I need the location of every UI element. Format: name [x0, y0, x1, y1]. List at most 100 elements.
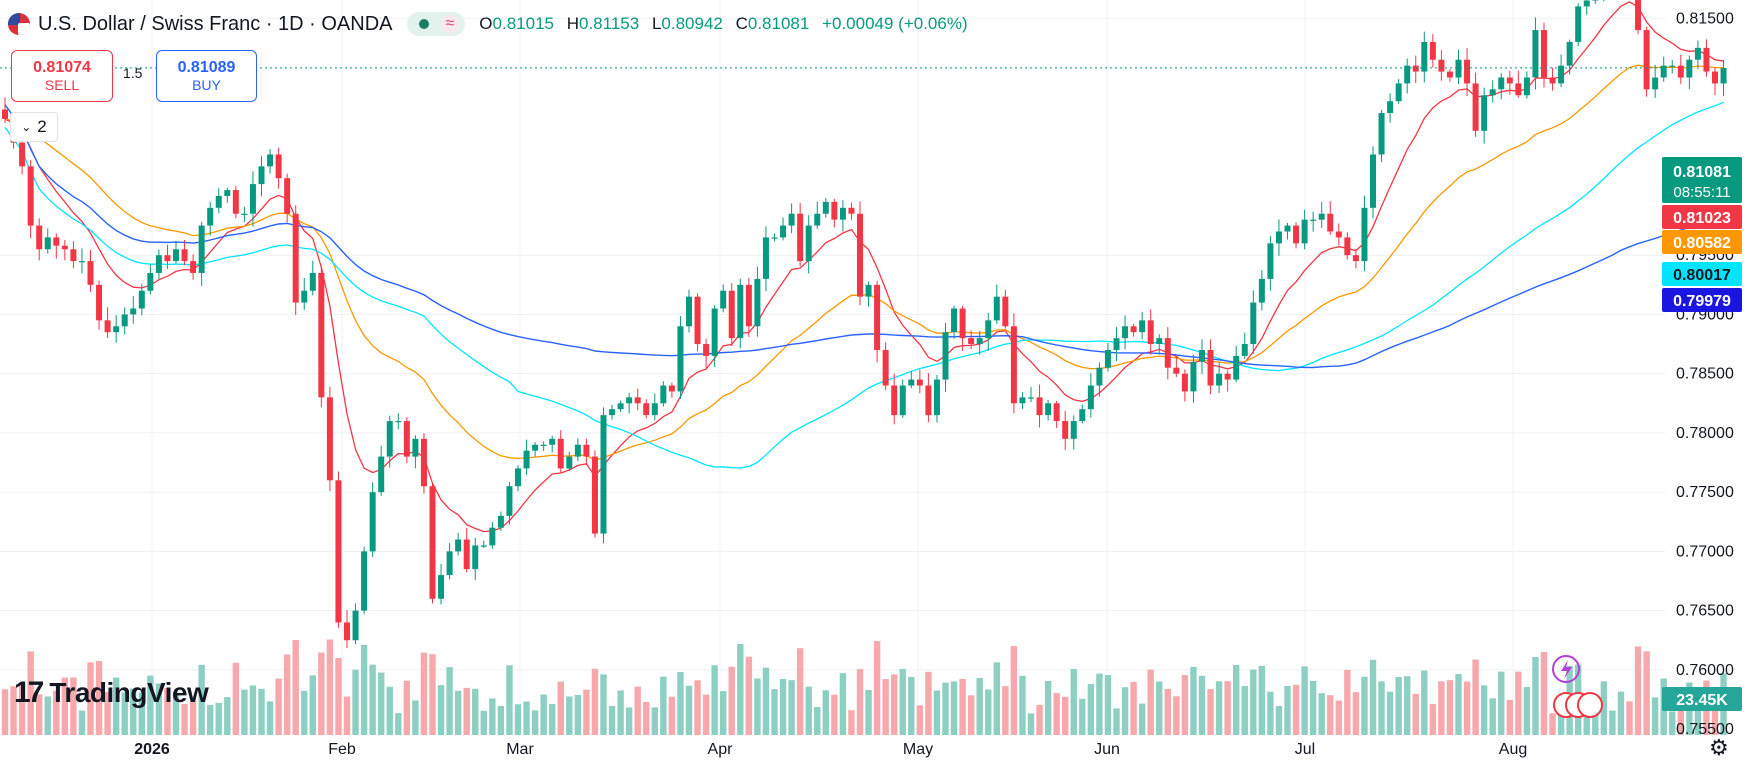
candle-body	[1532, 30, 1539, 78]
price-axis-label: 0.75500	[1676, 721, 1734, 738]
last-price-tag: 0.81081	[1673, 164, 1731, 181]
logo-text: TradingView	[49, 677, 209, 708]
candle-body	[1002, 296, 1009, 327]
volume-bar	[856, 669, 864, 735]
volume-bar	[266, 701, 274, 735]
candle-body	[438, 575, 445, 599]
candle-body	[326, 397, 333, 481]
candle-body	[1694, 47, 1701, 60]
candle-body	[523, 450, 530, 469]
buy-button[interactable]: 0.81089 BUY	[156, 50, 257, 102]
sell-label: SELL	[44, 77, 80, 93]
volume-bar	[625, 707, 633, 735]
candle-body	[1241, 344, 1248, 356]
candle-body	[1010, 326, 1017, 404]
candle-body	[908, 379, 915, 386]
volume-bar	[489, 698, 496, 735]
volume-bar	[172, 692, 180, 735]
candle-body	[241, 213, 248, 215]
candle-body	[1233, 355, 1240, 380]
volume-bar	[87, 662, 94, 735]
candle-body	[1583, 0, 1590, 7]
candle-body	[549, 438, 556, 445]
volume-bar	[1609, 710, 1616, 735]
candle-body	[1122, 326, 1129, 339]
candle-body	[70, 249, 77, 262]
volume-bar	[420, 652, 428, 735]
chevron-down-icon: ⌄	[21, 120, 32, 134]
volume-bar	[1711, 694, 1719, 735]
symbol-title[interactable]: U.S. Dollar / Swiss Franc · 1D · OANDA	[38, 12, 393, 35]
volume-bar	[301, 690, 308, 735]
candle-body	[600, 415, 607, 534]
candle-body	[788, 213, 795, 226]
volume-bar	[967, 695, 975, 735]
market-status[interactable]: ≈	[406, 12, 466, 36]
candle-body	[1387, 101, 1394, 114]
candle-body	[874, 284, 881, 350]
volume-bar	[788, 680, 795, 735]
sell-button[interactable]: 0.81074 SELL	[11, 50, 113, 102]
candle-body	[993, 296, 1000, 321]
candle-body	[173, 249, 179, 262]
candle-body	[737, 284, 744, 339]
candle-body	[232, 190, 239, 214]
candle-body	[1352, 255, 1359, 262]
volume-bar	[1147, 669, 1154, 735]
indicators-toggle[interactable]: ⌄ 2	[10, 112, 58, 142]
volume-bar	[822, 690, 829, 735]
volume-bar	[1062, 696, 1069, 735]
volume-bar	[181, 703, 188, 735]
volume-bar	[1327, 695, 1334, 735]
volume-bar	[1250, 669, 1257, 735]
candle-body	[857, 213, 863, 297]
volume-bar	[985, 689, 992, 735]
volume-bar	[138, 692, 145, 735]
candle-body	[1036, 397, 1043, 416]
volume-bar	[1344, 669, 1351, 735]
volume-bar	[1002, 686, 1009, 735]
candle-body	[1344, 237, 1351, 256]
price-axis-label: 0.76500	[1676, 603, 1734, 620]
volume-bar	[1301, 666, 1308, 735]
volume-bar	[1309, 680, 1317, 735]
volume-bar	[1395, 676, 1402, 735]
candle-body	[822, 201, 829, 214]
candle-body	[1703, 47, 1710, 72]
volume-bar	[1121, 687, 1129, 735]
volume-bar	[1104, 675, 1112, 735]
volume-bar	[198, 664, 205, 735]
volume-tag: 23.45K	[1676, 692, 1728, 709]
time-axis-label: Feb	[328, 741, 356, 758]
volume-bar	[18, 683, 26, 735]
volume-bar	[685, 685, 693, 735]
candle-body	[1643, 30, 1650, 90]
candle-body	[1558, 65, 1565, 84]
candle-body	[728, 290, 735, 339]
volume-bar	[446, 667, 453, 735]
candle-body	[1335, 231, 1342, 238]
volume-bar	[694, 680, 701, 735]
time-axis-label: Mar	[506, 741, 534, 758]
settings-gear-icon[interactable]: ⚙	[1709, 735, 1729, 760]
candle-body	[1446, 71, 1453, 78]
candle-body	[968, 338, 975, 345]
candle-body	[480, 545, 487, 547]
volume-bar	[207, 704, 214, 735]
candle-body	[677, 326, 684, 392]
volume-bar	[634, 686, 641, 735]
volume-bar	[258, 688, 265, 735]
volume-bar	[942, 682, 949, 735]
volume-bar	[27, 651, 34, 735]
volume-bar	[309, 675, 316, 735]
candle-body	[754, 278, 761, 327]
volume-bar	[1617, 691, 1625, 735]
candle-body	[976, 338, 983, 345]
tradingview-logo[interactable]: 17 TradingView	[14, 676, 209, 710]
candle-body	[1258, 278, 1265, 303]
ohlc-readout: O0.81015 H0.81153 L0.80942 C0.81081 +0.0…	[479, 14, 968, 33]
ma-red-tag: 0.81023	[1673, 210, 1731, 227]
candle-body	[61, 245, 68, 250]
candle-body	[532, 444, 539, 451]
